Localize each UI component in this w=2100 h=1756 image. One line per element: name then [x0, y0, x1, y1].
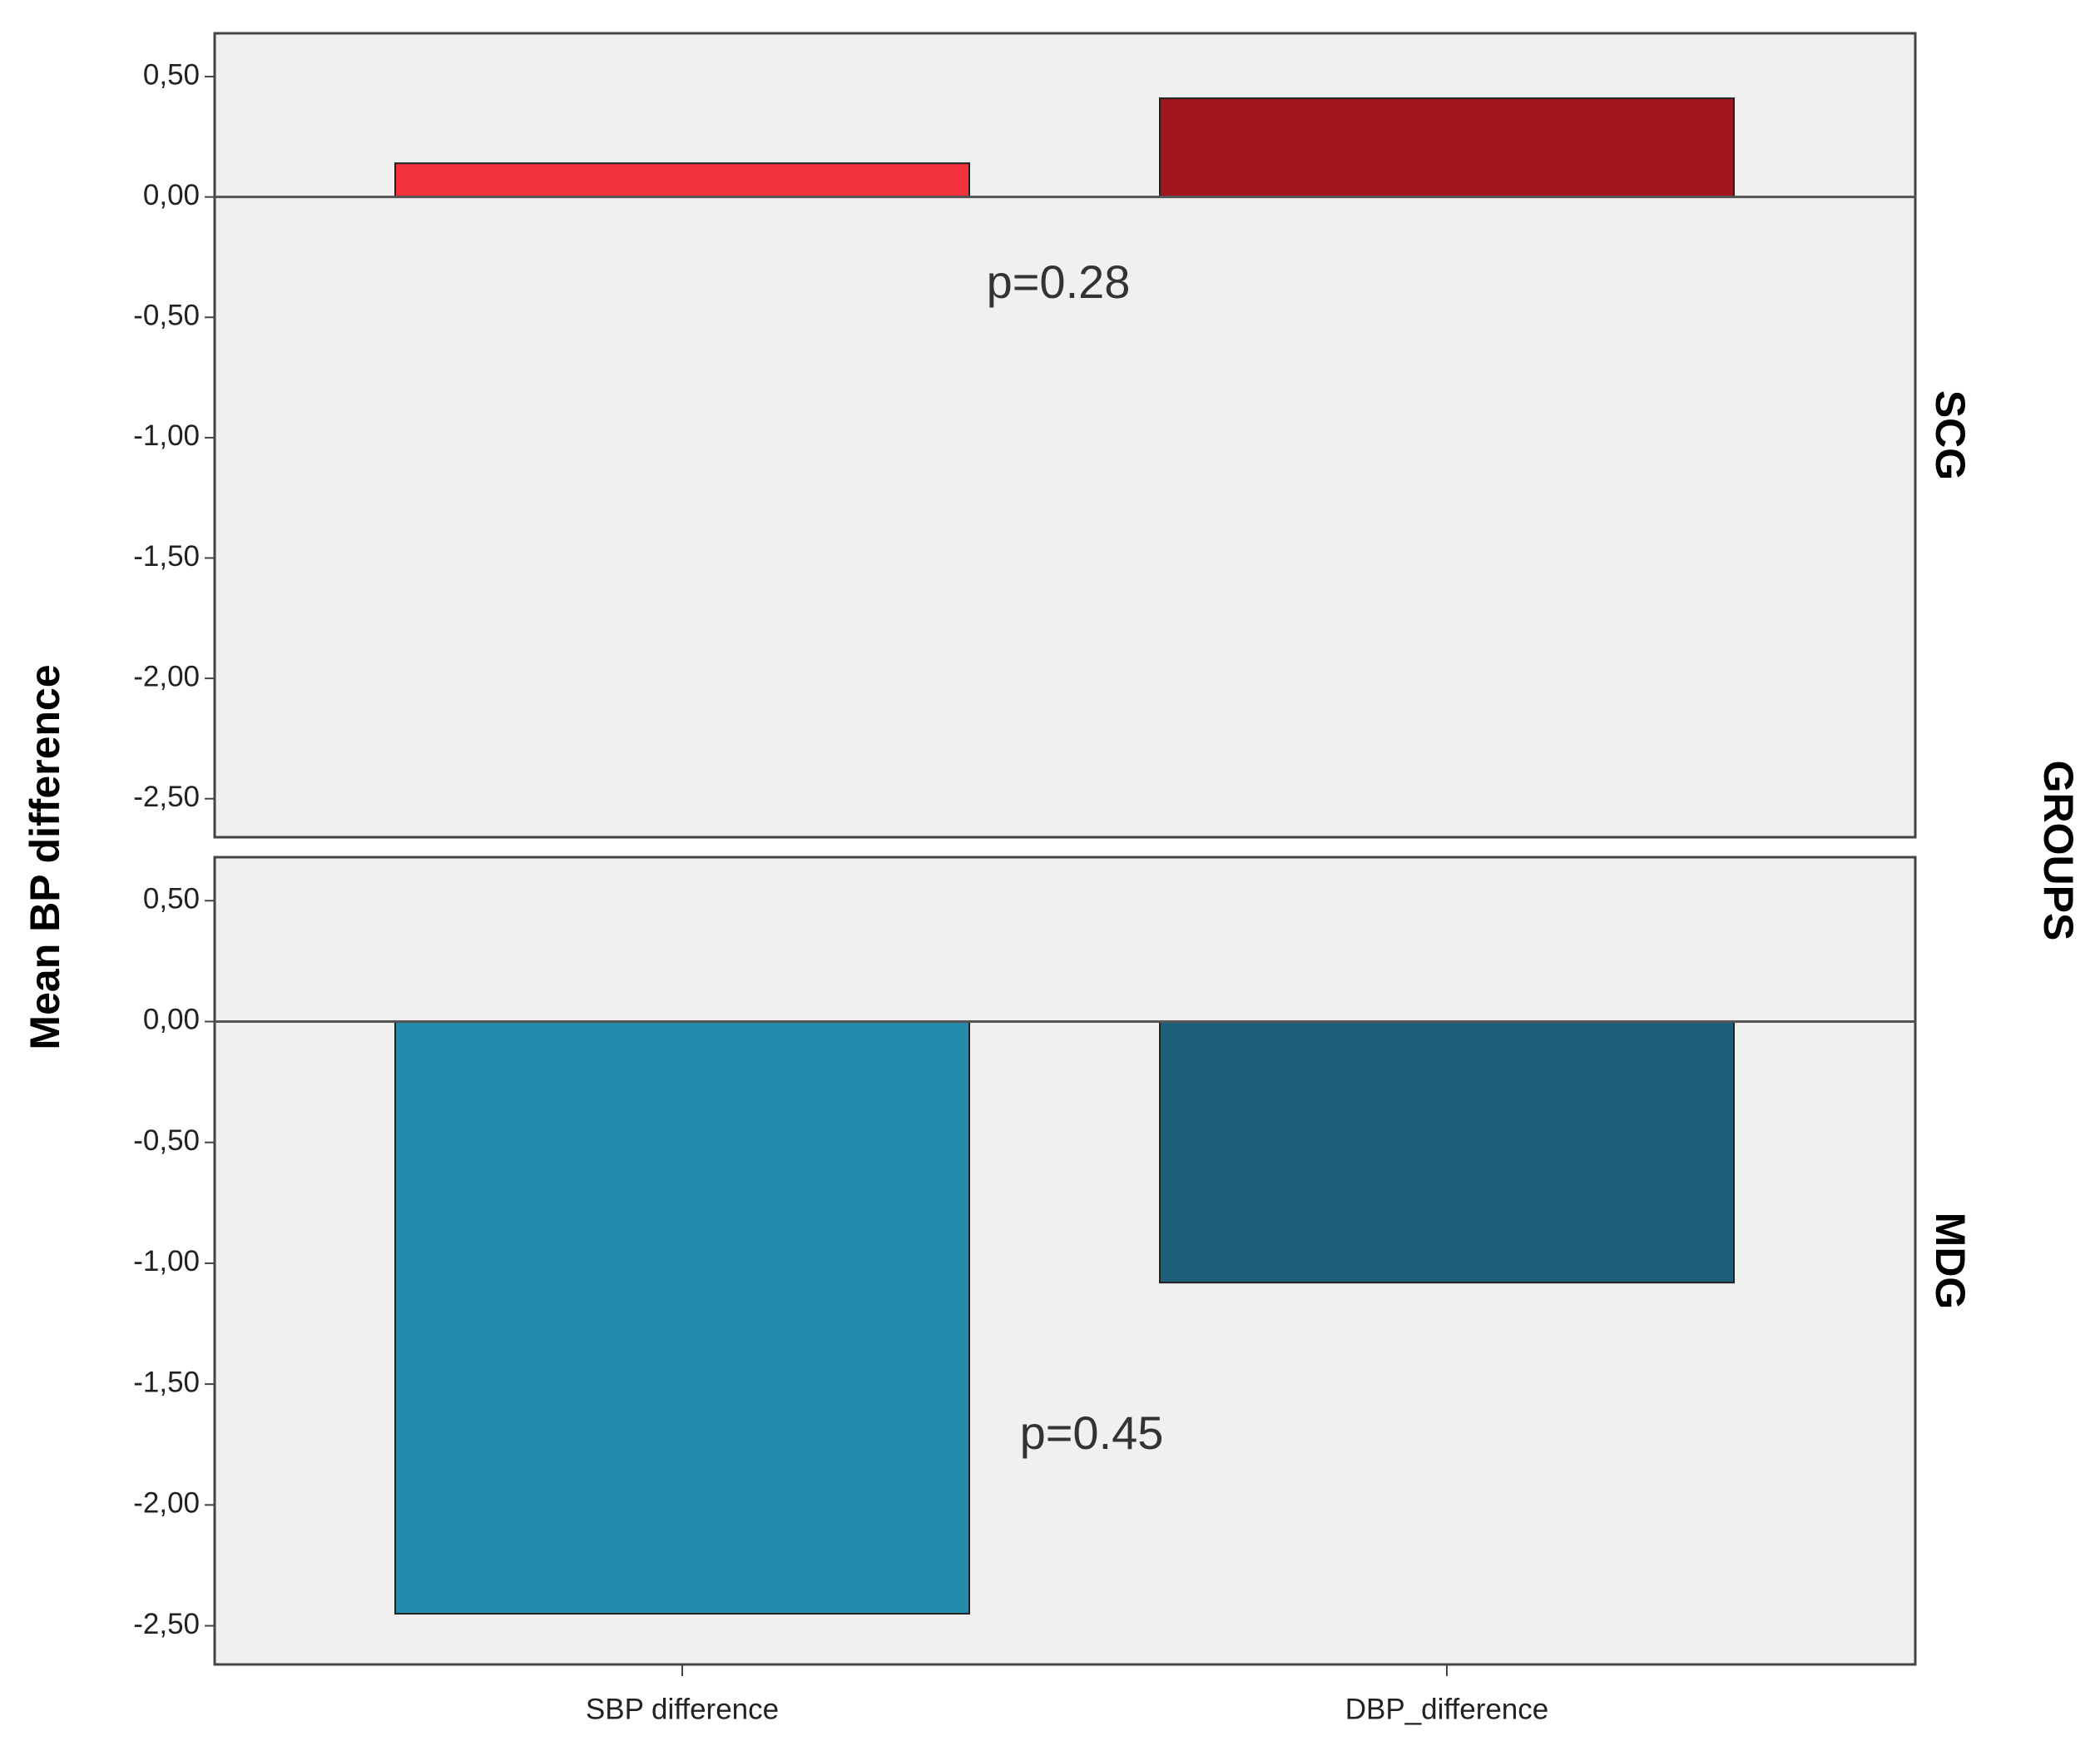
bar: [1159, 1020, 1735, 1284]
y-tick-label: -1,00: [133, 419, 200, 452]
y-tick-label: 0,50: [143, 883, 200, 915]
y-axis-label: Mean BP difference: [22, 664, 68, 1049]
y-tick-label: 0,50: [143, 58, 200, 91]
bar: [1159, 97, 1735, 198]
y-tick-label: 0,00: [143, 179, 200, 211]
panel-label: MDG: [1927, 1213, 1974, 1310]
facet-label: GROUPS: [2035, 761, 2082, 941]
x-tick-label: DBP_difference: [1345, 1693, 1549, 1725]
x-tick-label: SBP difference: [586, 1693, 779, 1725]
y-tick-label: 0,00: [143, 1004, 200, 1036]
annotation: p=0.28: [987, 255, 1131, 308]
bar: [394, 162, 970, 198]
panel-label: SCG: [1927, 390, 1974, 480]
y-tick-label: -1,00: [133, 1245, 200, 1277]
y-tick-label: -2,50: [133, 1608, 200, 1640]
bar: [394, 1020, 970, 1615]
annotation: p=0.45: [1020, 1406, 1164, 1459]
y-tick-label: -0,50: [133, 1124, 200, 1157]
y-tick-label: -1,50: [133, 1366, 200, 1398]
y-tick-label: -1,50: [133, 540, 200, 573]
y-tick-label: -2,50: [133, 781, 200, 813]
y-tick-label: -2,00: [133, 660, 200, 692]
y-tick-label: -0,50: [133, 300, 200, 332]
y-tick-label: -2,00: [133, 1487, 200, 1520]
